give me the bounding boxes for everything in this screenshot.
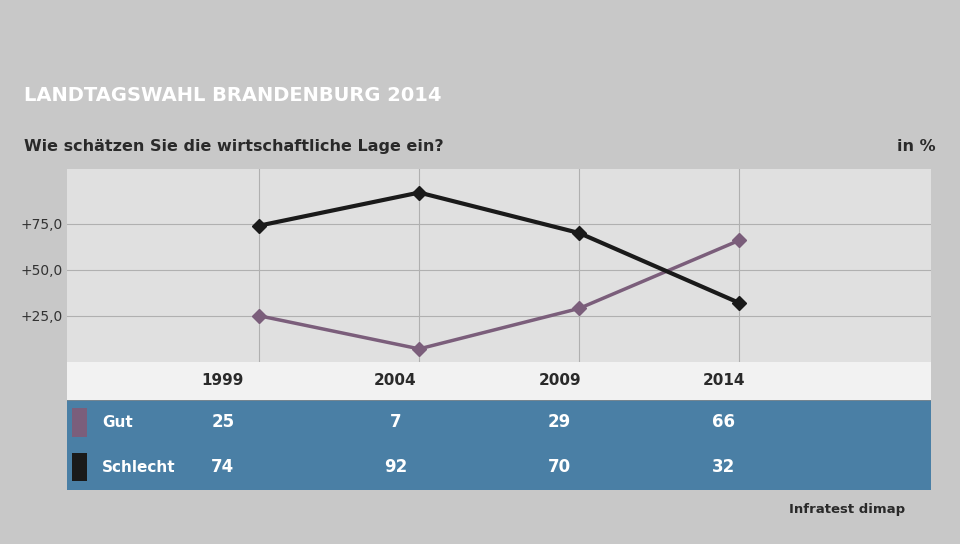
Text: in %: in % [898, 139, 936, 154]
Text: Wie schätzen Sie die wirtschaftliche Lage ein?: Wie schätzen Sie die wirtschaftliche Lag… [24, 139, 444, 154]
Text: 70: 70 [548, 458, 571, 476]
Bar [71, 409, 87, 436]
Bar [71, 453, 87, 481]
Text: Gut: Gut [102, 415, 132, 430]
Text: 32: 32 [712, 458, 735, 476]
Text: 2009: 2009 [539, 373, 581, 388]
Text: 1999: 1999 [202, 373, 244, 388]
Text: Schlecht: Schlecht [102, 460, 176, 475]
Text: 2004: 2004 [374, 373, 417, 388]
Text: 29: 29 [548, 413, 571, 431]
Bar [67, 400, 931, 490]
Bar [67, 362, 931, 400]
Text: 7: 7 [390, 413, 401, 431]
Text: Infratest dimap: Infratest dimap [789, 503, 905, 516]
Text: 66: 66 [712, 413, 735, 431]
Text: LANDTAGSWAHL BRANDENBURG 2014: LANDTAGSWAHL BRANDENBURG 2014 [24, 86, 442, 105]
Text: 74: 74 [211, 458, 234, 476]
Text: 2014: 2014 [703, 373, 745, 388]
Text: 25: 25 [211, 413, 234, 431]
Text: 92: 92 [384, 458, 407, 476]
